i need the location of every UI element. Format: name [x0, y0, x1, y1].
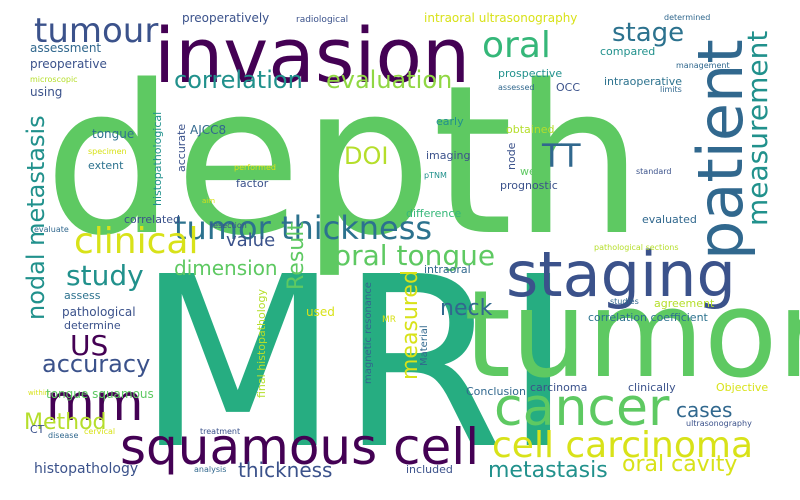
word-included: included: [406, 463, 453, 476]
word-accurate: accurate: [175, 123, 188, 172]
word-aim: aim: [202, 197, 216, 205]
word-invasion: invasion: [154, 11, 471, 100]
word-limits: limits: [660, 85, 682, 94]
word-dimension: dimension: [174, 256, 278, 280]
word-performed: performed: [234, 163, 276, 172]
word-correlation-coefficient: correlation coefficient: [588, 311, 708, 324]
word-clinically: clinically: [628, 381, 676, 394]
word-us: US: [70, 329, 109, 362]
word-intraoral: intraoral: [424, 263, 471, 276]
word-obtained: obtained: [506, 123, 555, 136]
word-mri: MRI: [136, 226, 574, 500]
word-intraoperative: intraoperative: [604, 75, 682, 88]
word-evaluation: evaluation: [326, 66, 453, 94]
word-carcinoma: carcinoma: [530, 381, 588, 394]
word-cervical: cervical: [84, 427, 116, 436]
word-tt: TT: [542, 137, 581, 175]
word-prospective: prospective: [498, 67, 563, 80]
word-node: node: [505, 142, 518, 170]
word-extent: extent: [88, 159, 124, 172]
word-disease: disease: [48, 431, 79, 440]
word-clinical: clinical: [74, 221, 199, 262]
word-microscopic: microscopic: [30, 75, 78, 84]
word-thickness: thickness: [238, 458, 333, 482]
word-mr: MR: [382, 315, 397, 325]
word-pathological-sections: pathological sections: [594, 243, 679, 252]
word-occ: OCC: [556, 81, 581, 94]
word-metastasis: metastasis: [488, 458, 608, 483]
word-doi: DOI: [344, 142, 389, 170]
word-ajcc8: AJCC8: [190, 123, 227, 137]
word-preoperative: preoperative: [30, 57, 107, 71]
word-objective: Objective: [716, 381, 769, 394]
word-resection: resection: [210, 221, 247, 230]
word-squamous-cell: squamous cell: [120, 418, 480, 476]
word-accuracy: accuracy: [42, 350, 151, 378]
word-method: Method: [24, 410, 107, 435]
word-determined: determined: [664, 13, 711, 22]
word-pathological: pathological: [62, 305, 136, 319]
word-difference: difference: [406, 207, 462, 220]
word-staging: staging: [506, 238, 736, 311]
word-final-histopathology: final histopathology: [255, 288, 268, 398]
word-oral-cavity: oral cavity: [622, 452, 738, 477]
word-intraoral-ultrasonography: intraoral ultrasonography: [424, 11, 578, 25]
word-analysis: analysis: [194, 465, 227, 474]
word-specimen: specimen: [88, 147, 127, 156]
word-stage: stage: [612, 18, 685, 48]
word-tumor: tumor: [464, 266, 800, 405]
word-cases: cases: [676, 398, 733, 422]
word-determine: determine: [64, 319, 121, 332]
word-evaluated: evaluated: [642, 213, 697, 226]
word-tongue: tongue: [92, 127, 135, 141]
word-treatment: treatment: [200, 427, 241, 436]
word-conclusion: Conclusion: [466, 385, 526, 398]
word-study: study: [66, 259, 144, 292]
word-compared: compared: [600, 45, 656, 58]
word-nodal-metastasis: nodal metastasis: [22, 115, 50, 320]
word-ultrasonography: ultrasonography: [686, 419, 752, 428]
word-oral: oral: [482, 25, 551, 66]
word-depth: depth: [44, 41, 644, 281]
word-tongue-squamous: tongue squamous: [46, 387, 154, 401]
word-neck: neck: [440, 296, 493, 321]
word-using: using: [30, 85, 63, 99]
word-mm: mm: [46, 374, 144, 432]
word-histopathology: histopathology: [34, 461, 139, 477]
word-correlation: correlation: [174, 66, 303, 94]
word-ptnm: pTNM: [424, 171, 447, 180]
word-oral-tongue: oral tongue: [334, 239, 496, 272]
word-factor: factor: [236, 177, 269, 190]
word-standard: standard: [636, 167, 672, 176]
word-result: Result: [284, 222, 309, 290]
word-tumour: tumour: [34, 11, 159, 51]
word-measurement: measurement: [741, 30, 774, 226]
word-imaging: imaging: [426, 149, 471, 162]
word-agreement: agreement: [654, 297, 715, 310]
word-cell-carcinoma: cell carcinoma: [492, 425, 754, 466]
word-magnetic-resonance: magnetic resonance: [363, 282, 374, 384]
word-assessed: assessed: [498, 83, 535, 92]
word-studies: studies: [610, 297, 639, 306]
word-well: well: [520, 165, 542, 178]
word-prognostic: prognostic: [500, 179, 558, 192]
word-early: early: [436, 115, 464, 128]
word-value: value: [226, 230, 276, 251]
word-evaluate: evaluate: [34, 225, 69, 234]
word-radiological: radiological: [296, 15, 349, 25]
word-ct: CT: [30, 423, 45, 436]
word-assessment: assessment: [30, 41, 102, 55]
word-management: management: [676, 61, 730, 70]
word-used: used: [306, 305, 335, 319]
word-cancer: cancer: [494, 378, 670, 438]
word-preoperatively: preoperatively: [182, 11, 270, 25]
word-within: within: [28, 389, 50, 397]
word-material: Material: [419, 325, 430, 366]
word-tumor-thickness: tumor thickness: [174, 209, 433, 247]
word-correlated: correlated: [124, 213, 181, 226]
word-histopathological: histopathological: [151, 111, 164, 206]
word-assess: assess: [64, 289, 101, 302]
